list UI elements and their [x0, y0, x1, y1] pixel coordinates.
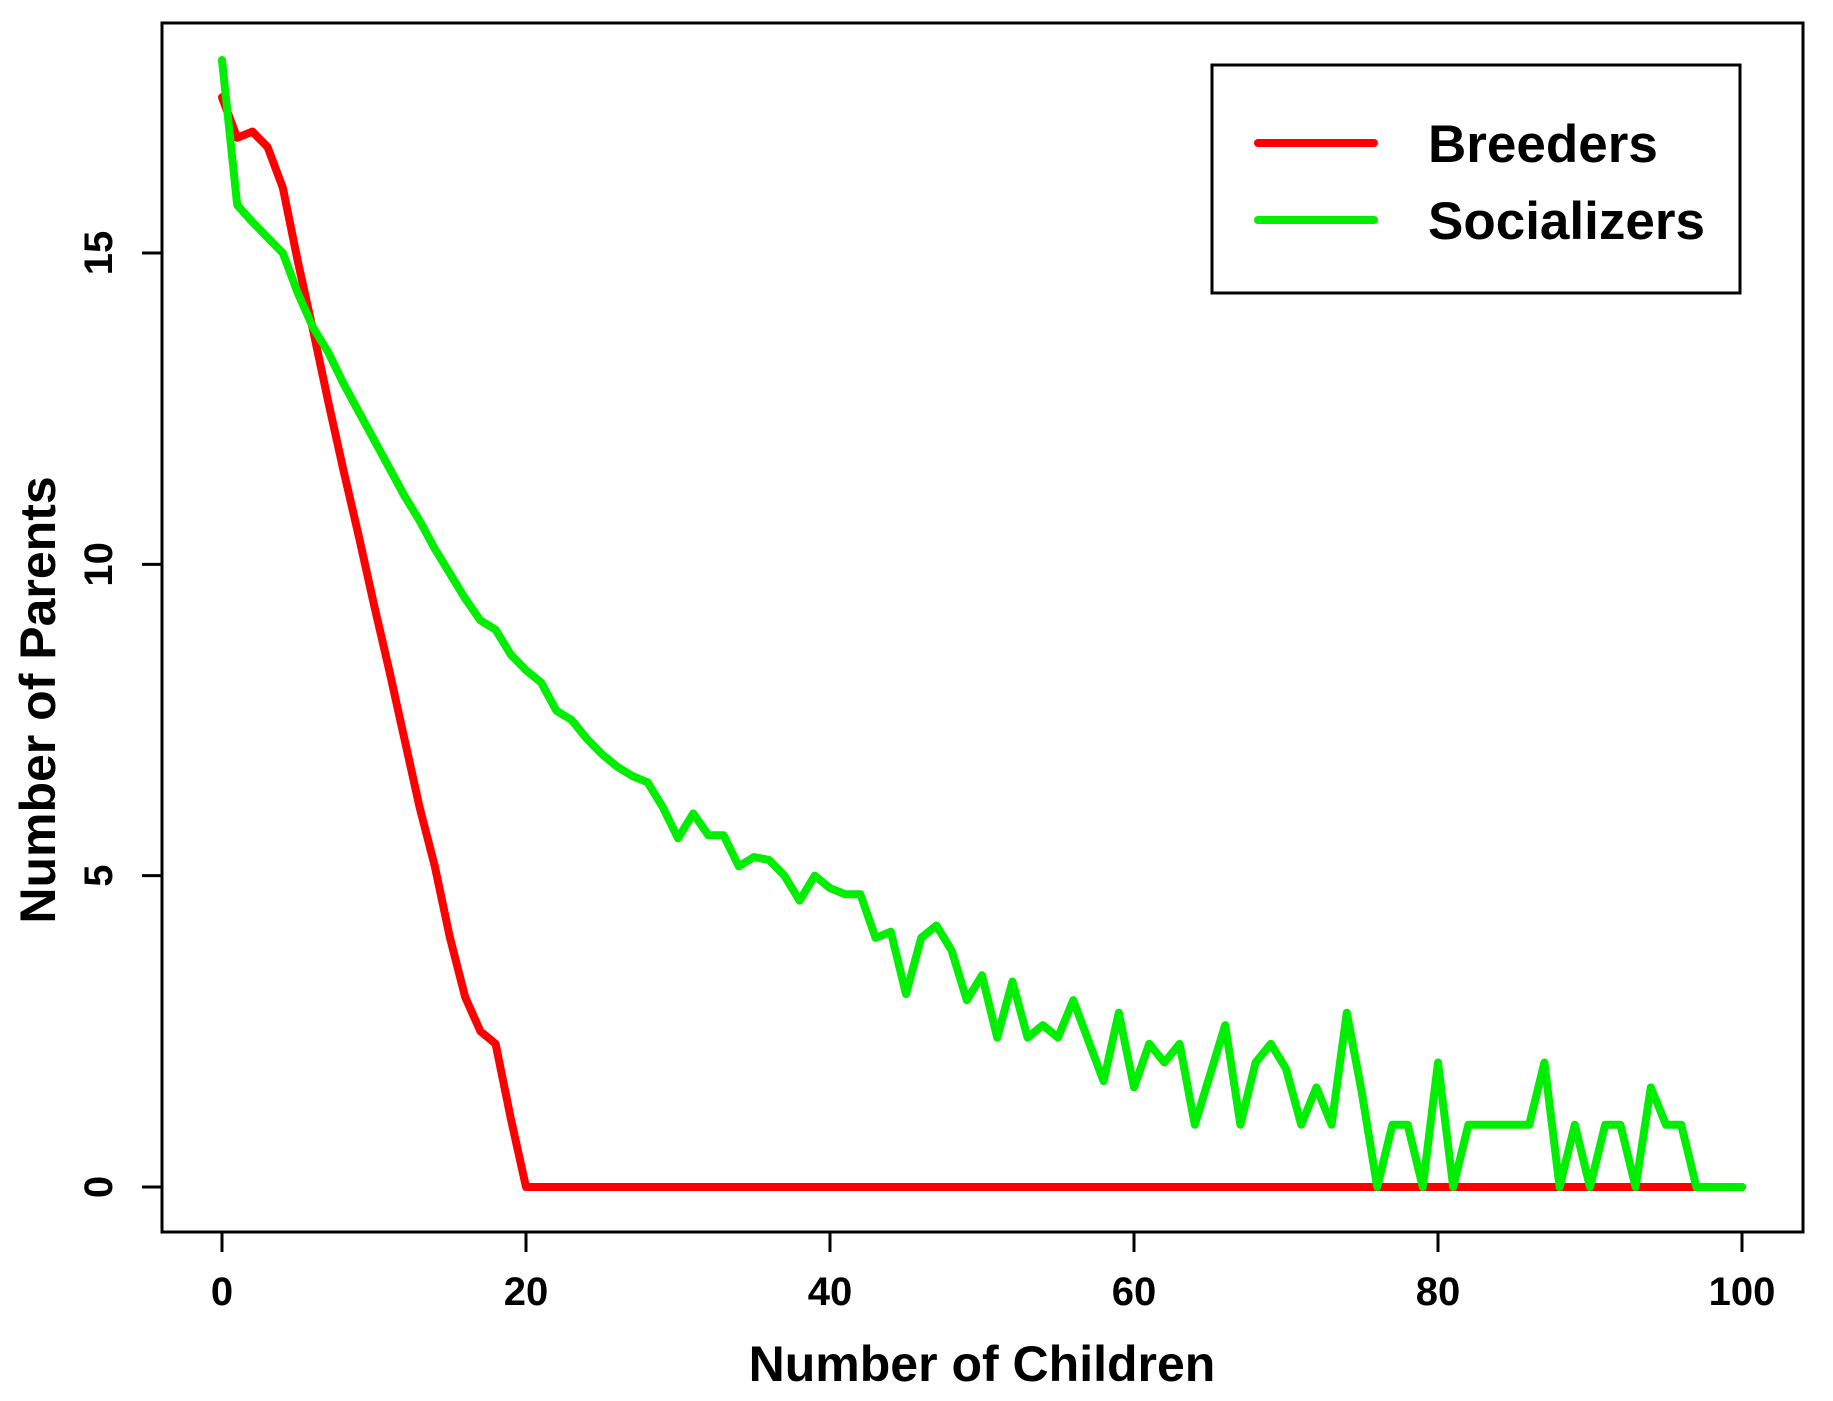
y-tick-label: 15 [77, 231, 121, 276]
plot-area-border [160, 21, 1805, 1234]
axes-group: 0 20 40 60 80 100 0 5 10 15 [77, 231, 1775, 1314]
breeders-line [218, 93, 1746, 1191]
legend-breeders-label: Breeders [1428, 115, 1658, 174]
x-tick-label: 100 [1709, 1270, 1776, 1314]
x-tick-label: 0 [211, 1270, 233, 1314]
legend-socializers-label: Socializers [1428, 192, 1705, 251]
y-tick-label: 0 [77, 1176, 121, 1198]
legend-box [1210, 63, 1742, 295]
x-axis-title: Number of Children [749, 1336, 1216, 1392]
legend: Breeders Socializers [1210, 63, 1742, 295]
data-series-group [218, 56, 1746, 1191]
x-tick-label: 20 [504, 1270, 549, 1314]
x-tick-label: 60 [1112, 1270, 1157, 1314]
x-tick-label: 40 [808, 1270, 853, 1314]
x-tick-label: 80 [1416, 1270, 1461, 1314]
y-tick-label: 10 [77, 542, 121, 587]
socializers-line [218, 56, 1746, 1191]
y-tick-label: 5 [77, 865, 121, 887]
y-axis-title: Number of Parents [10, 476, 66, 923]
